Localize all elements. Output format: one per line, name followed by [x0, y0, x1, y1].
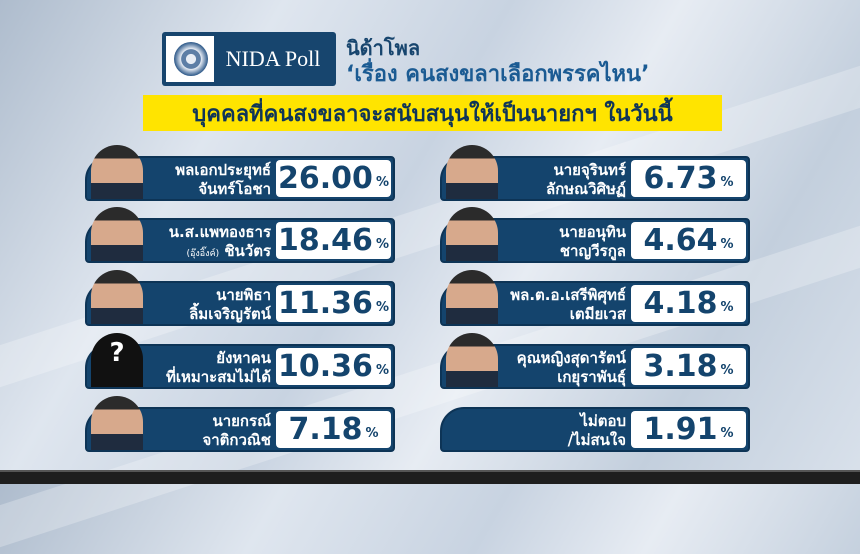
name-line2-wrap: (อุ๊งอิ๊งค์) ชินวัตร [169, 242, 271, 264]
candidate-photo [91, 396, 143, 450]
percent-unit: % [375, 300, 389, 315]
name-line1: นายกรณ์ [212, 412, 271, 430]
name-line2: ที่เหมาะสมไม่ได้ [165, 368, 271, 386]
name-line2: จันทร์โอชา [198, 180, 271, 198]
name-line2-wrap: ลักษณวิศิษฏ์ [546, 180, 626, 199]
percentage-value: 6.73 [643, 161, 718, 196]
candidate-name: ไม่ตอบ/ไม่สนใจ [568, 412, 626, 450]
percent-unit: % [375, 363, 389, 378]
result-card: พลเอกประยุทธ์ จันทร์โอชา 26.00% [85, 145, 395, 201]
name-line1: นายจุรินทร์ [553, 161, 626, 179]
name-line2-wrap: จาติกวณิช [202, 431, 271, 450]
name-line2-wrap: /ไม่สนใจ [568, 431, 626, 450]
bottom-bar [0, 470, 860, 484]
percent-unit: % [720, 175, 734, 190]
percentage-value: 26.00 [278, 161, 373, 196]
percent-unit: % [720, 363, 734, 378]
candidate-name: นายกรณ์ จาติกวณิช [202, 412, 271, 450]
percentage-box: 18.46% [276, 222, 391, 259]
name-line2-wrap: เกยุราพันธุ์ [517, 368, 626, 387]
result-card: ไม่ตอบ/ไม่สนใจ 1.91% [440, 407, 750, 452]
name-line2: /ไม่สนใจ [567, 431, 626, 449]
percent-unit: % [720, 237, 734, 252]
percentage-box: 11.36% [276, 285, 391, 322]
percentage-value: 10.36 [278, 349, 373, 384]
result-card: ? ยังหาคน ที่เหมาะสมไม่ได้ 10.36% [85, 333, 395, 389]
percentage-box: 4.64% [631, 222, 746, 259]
name-line2: ลิ้มเจริญรัตน์ [189, 305, 271, 323]
name-line1: ไม่ตอบ [580, 412, 626, 430]
name-line1: พลเอกประยุทธ์ [175, 161, 271, 179]
percentage-value: 3.18 [643, 349, 718, 384]
candidate-name: ยังหาคน ที่เหมาะสมไม่ได้ [166, 349, 271, 387]
result-card: พล.ต.อ.เสรีพิศุทธ์ เตมียเวส 4.18% [440, 270, 750, 326]
name-line2: เกยุราพันธุ์ [557, 368, 626, 386]
candidate-photo [446, 270, 498, 324]
candidate-name: นายพิธา ลิ้มเจริญรัตน์ [189, 286, 271, 324]
result-card: คุณหญิงสุดารัตน์ เกยุราพันธุ์ 3.18% [440, 333, 750, 389]
name-line2: เตมียเวส [569, 305, 626, 323]
candidate-photo [446, 145, 498, 199]
percentage-value: 18.46 [278, 223, 373, 258]
name-line2-wrap: ลิ้มเจริญรัตน์ [189, 305, 271, 324]
nida-seal-icon [174, 42, 208, 76]
nickname: (อุ๊งอิ๊งค์) [186, 249, 220, 259]
percent-unit: % [375, 175, 389, 190]
candidate-name: นายอนุทิน ชาญวีรกูล [559, 223, 626, 261]
name-line2-wrap: ที่เหมาะสมไม่ได้ [166, 368, 271, 387]
name-line1: น.ส.แพทองธาร [168, 223, 271, 241]
question-banner: บุคคลที่คนสงขลาจะสนับสนุนให้เป็นนายกฯ ใน… [143, 95, 722, 131]
percentage-box: 7.18% [276, 411, 391, 448]
candidate-photo [91, 207, 143, 261]
percent-unit: % [720, 300, 734, 315]
percentage-box: 4.18% [631, 285, 746, 322]
name-line2-wrap: จันทร์โอชา [175, 180, 271, 199]
nida-poll-logo: NIDA Poll [162, 32, 336, 86]
candidate-name: พลเอกประยุทธ์ จันทร์โอชา [175, 161, 271, 199]
unknown-person-icon: ? [91, 333, 143, 387]
percentage-value: 4.64 [643, 223, 718, 258]
name-line1: นายอนุทิน [559, 223, 626, 241]
percent-unit: % [365, 426, 379, 441]
logo-text: NIDA Poll [214, 36, 332, 82]
candidate-photo [91, 145, 143, 199]
candidate-photo [91, 270, 143, 324]
name-line1: พล.ต.อ.เสรีพิศุทธ์ [510, 286, 626, 304]
name-line2: จาติกวณิช [202, 431, 271, 449]
name-line2-wrap: เตมียเวส [510, 305, 626, 324]
name-line2: ชาญวีรกูล [559, 242, 626, 260]
result-card: น.ส.แพทองธาร (อุ๊งอิ๊งค์) ชินวัตร 18.46% [85, 207, 395, 264]
result-card: นายจุรินทร์ ลักษณวิศิษฏ์ 6.73% [440, 145, 750, 201]
candidate-photo [446, 207, 498, 261]
name-line2: ลักษณวิศิษฏ์ [546, 180, 626, 198]
percentage-value: 1.91 [643, 412, 718, 447]
percentage-box: 3.18% [631, 348, 746, 385]
page-subtitle: ‘เรื่อง คนสงขลาเลือกพรรคไหน’ [346, 62, 650, 87]
name-line2: ชินวัตร [224, 242, 271, 260]
candidate-name: น.ส.แพทองธาร (อุ๊งอิ๊งค์) ชินวัตร [169, 223, 271, 264]
candidate-name: พล.ต.อ.เสรีพิศุทธ์ เตมียเวส [510, 286, 626, 324]
percentage-box: 6.73% [631, 160, 746, 197]
percentage-box: 1.91% [631, 411, 746, 448]
name-line2-wrap: ชาญวีรกูล [559, 242, 626, 261]
percentage-value: 4.18 [643, 286, 718, 321]
name-line1: คุณหญิงสุดารัตน์ [516, 349, 626, 367]
percentage-box: 26.00% [276, 160, 391, 197]
candidate-name: คุณหญิงสุดารัตน์ เกยุราพันธุ์ [517, 349, 626, 387]
result-card: นายอนุทิน ชาญวีรกูล 4.64% [440, 207, 750, 263]
candidate-photo [446, 333, 498, 387]
page-title: นิด้าโพล [346, 36, 421, 60]
percentage-value: 7.18 [288, 412, 363, 447]
percent-unit: % [720, 426, 734, 441]
name-line1: ยังหาคน [216, 349, 271, 367]
percentage-value: 11.36 [278, 286, 373, 321]
percent-unit: % [375, 237, 389, 252]
result-card: นายพิธา ลิ้มเจริญรัตน์ 11.36% [85, 270, 395, 326]
candidate-name: นายจุรินทร์ ลักษณวิศิษฏ์ [546, 161, 626, 199]
percentage-box: 10.36% [276, 348, 391, 385]
name-line1: นายพิธา [216, 286, 271, 304]
result-card: นายกรณ์ จาติกวณิช 7.18% [85, 396, 395, 452]
